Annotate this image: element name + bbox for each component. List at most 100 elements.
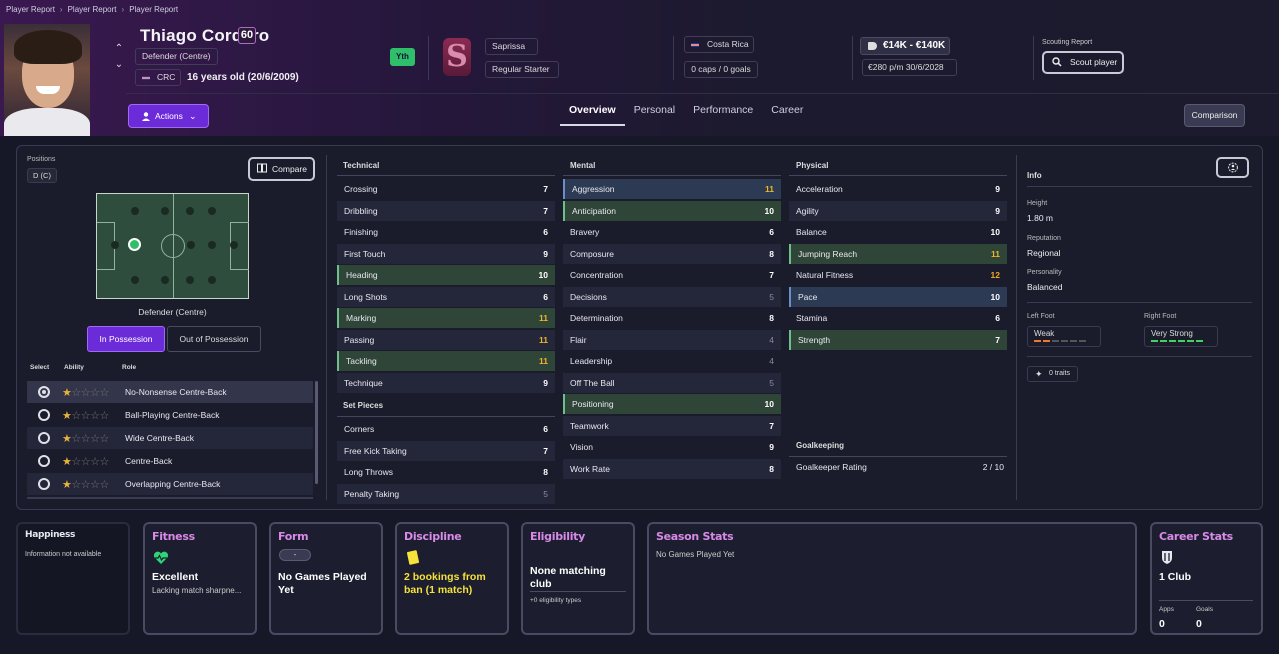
attribute-row[interactable]: Heading 10	[337, 265, 555, 285]
role-row[interactable]: ★☆☆☆☆ No-Nonsense Centre-Back	[27, 381, 313, 403]
traits-button[interactable]: ✦ 0 traits	[1027, 366, 1078, 382]
attribute-row[interactable]: Crossing 7	[337, 179, 555, 199]
attribute-row[interactable]: Natural Fitness 12	[789, 265, 1007, 285]
right-foot-box: Very Strong	[1144, 326, 1218, 347]
roles-scrollbar[interactable]	[315, 381, 318, 484]
comparison-button[interactable]: Comparison	[1184, 104, 1245, 127]
chevron-up-icon[interactable]: ⌃	[114, 43, 124, 54]
attribute-row[interactable]: Teamwork 7	[563, 415, 781, 436]
user-icon	[142, 112, 150, 121]
out-of-possession-toggle[interactable]: Out of Possession	[167, 326, 261, 352]
attribute-row[interactable]: Concentration 7	[563, 265, 781, 285]
season-stats-card[interactable]: Season Stats No Games Played Yet	[647, 522, 1137, 635]
attribute-row[interactable]: Tackling 11	[337, 351, 555, 371]
attribute-value: 11	[765, 184, 774, 194]
attribute-row[interactable]: Penalty Taking 5	[337, 483, 555, 504]
attribute-name: Acceleration	[796, 184, 843, 194]
attribute-name: Composure	[570, 248, 614, 259]
attribute-row[interactable]: Technique 9	[337, 372, 555, 393]
chevron-down-icon[interactable]: ⌄	[114, 59, 124, 70]
horizontal-scrollbar[interactable]	[27, 497, 313, 499]
nation-chip[interactable]: Costa Rica	[684, 36, 754, 53]
attribute-row[interactable]: Long Shots 6	[337, 286, 555, 307]
attribute-row[interactable]: Long Throws 8	[337, 462, 555, 482]
attribute-row[interactable]: Positioning 10	[563, 394, 781, 414]
role-row[interactable]: ★☆☆☆☆ Centre-Back	[27, 450, 313, 472]
radio[interactable]	[38, 409, 50, 421]
role-row[interactable]: ★☆☆☆☆ Overlapping Centre-Back	[27, 473, 313, 495]
attribute-value: 7	[543, 184, 548, 194]
radio-selected[interactable]	[38, 386, 50, 398]
discipline-card[interactable]: Discipline 2 bookings from ban (1 match)	[395, 522, 509, 635]
attribute-row[interactable]: Decisions 5	[563, 286, 781, 307]
attribute-row[interactable]: Jumping Reach 11	[789, 243, 1007, 264]
happiness-title: Happiness	[25, 530, 76, 540]
attribute-row[interactable]: Leadership 4	[563, 351, 781, 371]
attribute-name: First Touch	[344, 248, 386, 259]
attribute-row[interactable]: Agility 9	[789, 200, 1007, 221]
attribute-value: 10	[764, 399, 774, 409]
attribute-row[interactable]: Vision 9	[563, 437, 781, 457]
tab-personal[interactable]: Personal	[633, 104, 676, 116]
attribute-row[interactable]: Aggression 11	[563, 179, 781, 199]
attribute-row[interactable]: Finishing 6	[337, 222, 555, 242]
happiness-card[interactable]: Happiness Information not available	[16, 522, 130, 635]
tab-career[interactable]: Career	[771, 104, 804, 116]
attribute-row[interactable]: Marking 11	[337, 308, 555, 328]
tab-overview[interactable]: Overview	[560, 98, 625, 126]
attribute-row[interactable]: First Touch 9	[337, 243, 555, 264]
goals-value: 0	[1196, 618, 1202, 630]
attribute-row[interactable]: Stamina 6	[789, 308, 1007, 328]
attribute-row[interactable]: Acceleration 9	[789, 179, 1007, 199]
attribute-row[interactable]: Off The Ball 5	[563, 372, 781, 393]
attribute-row[interactable]: Balance 10	[789, 222, 1007, 242]
fitness-card[interactable]: Fitness Excellent Lacking match sharpne.…	[143, 522, 257, 635]
club-name[interactable]: Saprissa	[485, 38, 538, 55]
in-possession-toggle[interactable]: In Possession	[87, 326, 165, 352]
radio[interactable]	[38, 455, 50, 467]
foot-bar	[1052, 340, 1059, 342]
reputation-value: Regional	[1027, 248, 1061, 258]
attribute-row[interactable]: Anticipation 10	[563, 200, 781, 221]
attribute-row[interactable]: Corners 6	[337, 419, 555, 439]
attribute-value: 9	[995, 184, 1000, 194]
attribute-value: 11	[539, 356, 548, 366]
attribute-row[interactable]: Passing 11	[337, 329, 555, 350]
pitch-position-label: Defender (Centre)	[138, 307, 207, 317]
attribute-row[interactable]: Free Kick Taking 7	[337, 440, 555, 461]
radio[interactable]	[38, 478, 50, 490]
tab-performance[interactable]: Performance	[693, 104, 754, 116]
attribute-row[interactable]: Pace 10	[789, 286, 1007, 307]
attribute-row[interactable]: Dribbling 7	[337, 200, 555, 221]
breadcrumb-item[interactable]: Player Report	[6, 5, 55, 14]
breadcrumb-item[interactable]: Player Report	[67, 5, 117, 14]
nationality-chip[interactable]: CRC	[135, 69, 181, 86]
attribute-value: 10	[990, 227, 1000, 237]
attribute-name: Stamina	[796, 313, 828, 323]
scout-player-button[interactable]: Scout player	[1042, 51, 1124, 74]
traits-label: 0 traits	[1049, 370, 1071, 377]
attribute-row[interactable]: Composure 8	[563, 243, 781, 264]
pitch-diagram[interactable]	[96, 193, 249, 299]
season-stats-title: Season Stats	[656, 530, 734, 543]
form-card[interactable]: Form - No Games Played Yet	[269, 522, 383, 635]
attribute-value: 9	[995, 205, 1000, 216]
foot-bar	[1169, 340, 1176, 342]
attribute-value: 6	[769, 227, 774, 237]
attribute-row[interactable]: Work Rate 8	[563, 458, 781, 479]
role-row[interactable]: ★☆☆☆☆ Wide Centre-Back	[27, 427, 313, 449]
compare-button[interactable]: Compare	[248, 157, 315, 181]
radio[interactable]	[38, 432, 50, 444]
attribute-row[interactable]: Bravery 6	[563, 222, 781, 242]
attribute-name: Heading	[346, 270, 378, 280]
form-status: No Games Played Yet	[278, 571, 367, 596]
actions-button[interactable]: Actions ⌄	[128, 104, 209, 128]
career-stats-card[interactable]: Career Stats 1 Club Apps Goals 0 0	[1150, 522, 1263, 635]
attribute-row[interactable]: Determination 8	[563, 308, 781, 328]
attribute-view-button[interactable]	[1216, 157, 1249, 178]
club-logo[interactable]: S	[443, 38, 471, 76]
attribute-row[interactable]: Flair 4	[563, 329, 781, 350]
eligibility-card[interactable]: Eligibility None matching club +0 eligib…	[521, 522, 635, 635]
attribute-row[interactable]: Strength 7	[789, 329, 1007, 350]
role-row[interactable]: ★☆☆☆☆ Ball-Playing Centre-Back	[27, 404, 313, 426]
